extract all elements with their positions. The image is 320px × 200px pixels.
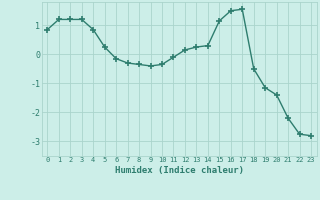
X-axis label: Humidex (Indice chaleur): Humidex (Indice chaleur) — [115, 166, 244, 175]
